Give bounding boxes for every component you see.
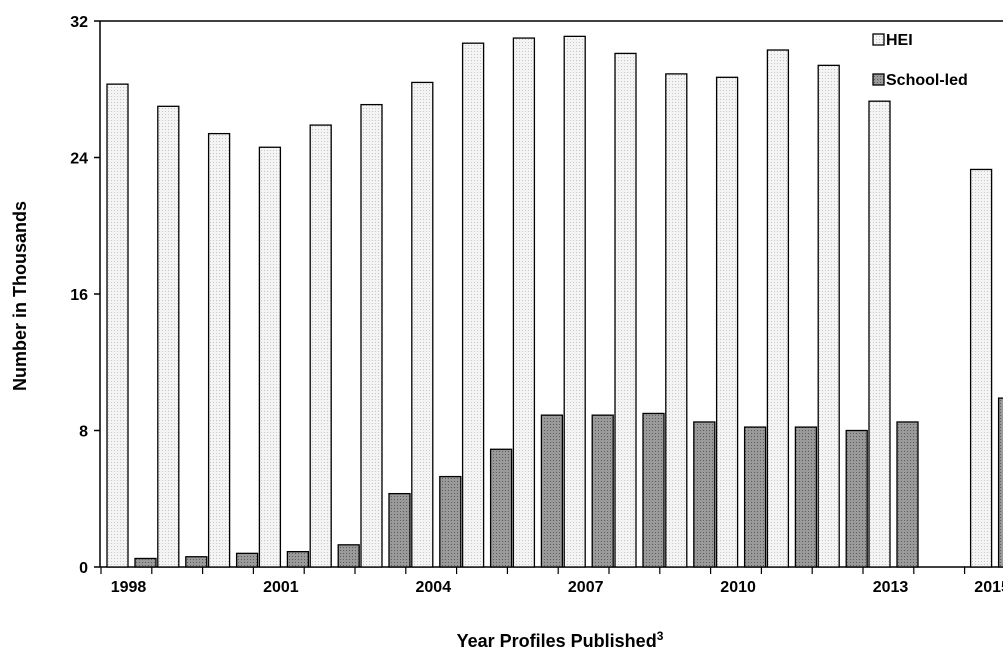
x-tick-label: 2001 [263,579,299,596]
y-tick-label: 32 [70,14,88,31]
y-tick-label: 16 [70,287,88,304]
hei-bar-2001 [258,146,282,568]
legend-label-hei: HEI [886,32,913,49]
hei-bar-2006 [512,37,536,568]
legend: HEI School-led [872,32,968,89]
school-led-bar-2015 [997,397,1003,568]
hei-bar-1998 [106,83,129,568]
hei-bar-2005 [461,42,485,568]
school-led-bar-2009 [693,421,716,568]
school-led-bar-2007 [591,414,614,568]
hei-bar-2009 [665,73,688,568]
school-led-bar-2001 [286,550,310,568]
x-tick-label: 2010 [720,579,756,596]
legend-swatch-hei [872,33,885,46]
y-axis-title: Number in Thousands [10,201,30,391]
hei-bar-2015 [969,168,993,568]
hei-bar-2000 [207,132,231,568]
hei-bar-2011 [766,49,790,568]
hei-bar-2007 [563,35,586,568]
x-axis-title-superscript: 3 [657,629,664,643]
hei-bar-2004 [411,81,434,568]
hei-bar-2003 [360,103,383,568]
x-tick-label: 2013 [873,579,909,596]
school-led-bar-2008 [642,412,665,568]
y-axis: 0 8 16 24 32 [70,14,1003,577]
hei-bar-2002 [309,124,332,568]
x-tick-label: 2007 [568,579,604,596]
x-axis-title: Year Profiles Published3 [457,629,664,651]
school-led-bar-2003 [388,492,411,568]
x-axis-title-text: Year Profiles Published [457,631,657,651]
x-tick-label: 1998 [111,579,147,596]
school-led-bar-2002 [337,544,360,568]
hei-bar-2012 [817,64,840,568]
school-led-bar-2013 [896,421,919,568]
school-led-bar-2006 [540,414,564,568]
hei-bar-2010 [715,76,739,568]
school-led-bar-2000 [235,552,259,568]
school-led-bar-1998 [134,557,157,568]
legend-label-school-led: School-led [886,72,968,89]
x-tick-label: 2015 [974,579,1003,596]
bars-group [106,35,1003,568]
hei-bar-2013 [868,100,891,568]
legend-swatch-school-led [872,73,885,86]
x-axis: 1998 2001 2004 2007 2010 2013 2015 [100,566,1003,596]
hei-bar-2008 [614,52,637,568]
school-led-bar-2005 [489,448,513,568]
hei-bar-1999 [157,105,180,568]
y-tick-label: 8 [79,424,88,441]
x-tick-label: 2004 [416,579,452,596]
school-led-bar-2010 [743,426,767,568]
school-led-bar-2011 [794,426,818,568]
y-tick-label: 0 [79,560,88,577]
school-led-bar-2004 [439,475,462,568]
school-led-bar-1999 [185,556,208,568]
school-led-bar-2012 [845,429,868,568]
y-tick-label: 24 [70,151,88,168]
